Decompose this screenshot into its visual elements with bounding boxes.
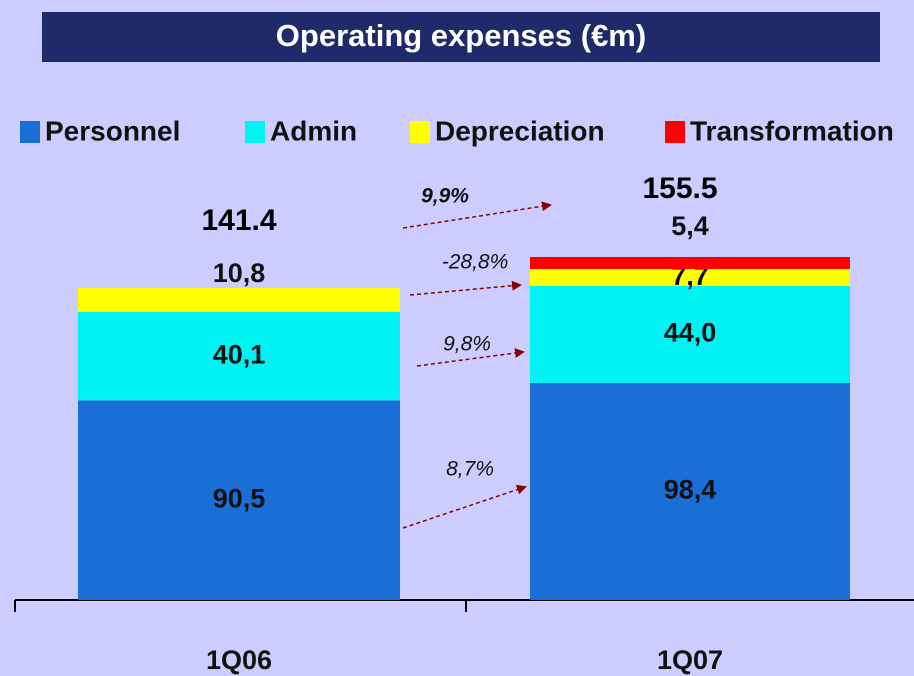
- value-label: 10,8: [213, 258, 266, 288]
- legend-swatch: [410, 121, 430, 143]
- growth-label: 9,9%: [421, 185, 469, 208]
- growth-arrow: [402, 484, 527, 529]
- value-label: 90,5: [213, 483, 266, 513]
- total-label: 141.4: [201, 204, 276, 237]
- bar-segment: [78, 311, 400, 401]
- legend-swatch: [20, 121, 40, 143]
- legend-label: Depreciation: [435, 115, 605, 146]
- chart-title: Operating expenses (€m): [276, 18, 646, 53]
- legend-label: Admin: [270, 115, 357, 146]
- value-label: 98,4: [664, 475, 717, 505]
- bar-segment: [78, 400, 400, 600]
- growth-label: 9,8%: [443, 333, 491, 356]
- total-label: 155.5: [642, 172, 717, 205]
- x-tick-label: 1Q06: [206, 645, 272, 675]
- growth-arrow: [402, 201, 552, 229]
- title-banner: [42, 12, 880, 62]
- bar-segment: [530, 285, 850, 383]
- bar-segment: [530, 257, 850, 269]
- growth-arrow: [409, 280, 522, 296]
- bar-segment: [530, 268, 850, 286]
- growth-label: -28,8%: [442, 251, 509, 274]
- bar-segment: [530, 382, 850, 600]
- value-label: 40,1: [213, 339, 266, 369]
- value-label: 44,0: [664, 318, 717, 348]
- x-tick-label: 1Q07: [657, 645, 723, 675]
- legend-swatch: [665, 121, 685, 143]
- legend-swatch: [245, 121, 265, 143]
- legend-label: Personnel: [45, 115, 180, 146]
- growth-label: 8,7%: [446, 458, 494, 481]
- value-label: 5,4: [671, 211, 709, 241]
- legend-label: Transformation: [690, 115, 894, 146]
- bar-segment: [78, 288, 400, 312]
- growth-arrow: [416, 348, 525, 367]
